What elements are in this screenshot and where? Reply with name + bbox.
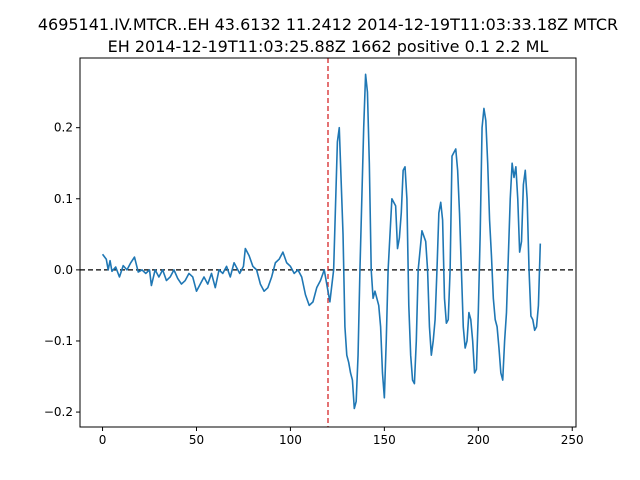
- y-tick-label: 0.0: [54, 263, 73, 277]
- x-tick-label: 0: [99, 433, 107, 447]
- x-tick-label: 100: [279, 433, 302, 447]
- series-line-waveform: [101, 73, 542, 410]
- y-tick-label: −0.1: [44, 334, 73, 348]
- x-tick-label: 150: [373, 433, 396, 447]
- series-layer: [101, 73, 542, 410]
- x-tick-label: 200: [467, 433, 490, 447]
- x-axis: 0 50 100 150 200 250: [99, 427, 584, 447]
- plot-frame: [79, 57, 577, 428]
- y-tick-label: 0.2: [54, 121, 73, 135]
- y-tick-label: −0.2: [44, 405, 73, 419]
- y-axis: −0.2 −0.1 0.0 0.1 0.2: [44, 121, 80, 419]
- chart-title-line-2: EH 2014-12-19T11:03:25.88Z 1662 positive…: [108, 37, 549, 56]
- reference-lines: [80, 58, 576, 427]
- chart-title-line-1: 4695141.IV.MTCR..EH 43.6132 11.2412 2014…: [38, 15, 618, 34]
- y-tick-label: 0.1: [54, 192, 73, 206]
- x-tick-label: 250: [561, 433, 584, 447]
- x-tick-label: 50: [189, 433, 204, 447]
